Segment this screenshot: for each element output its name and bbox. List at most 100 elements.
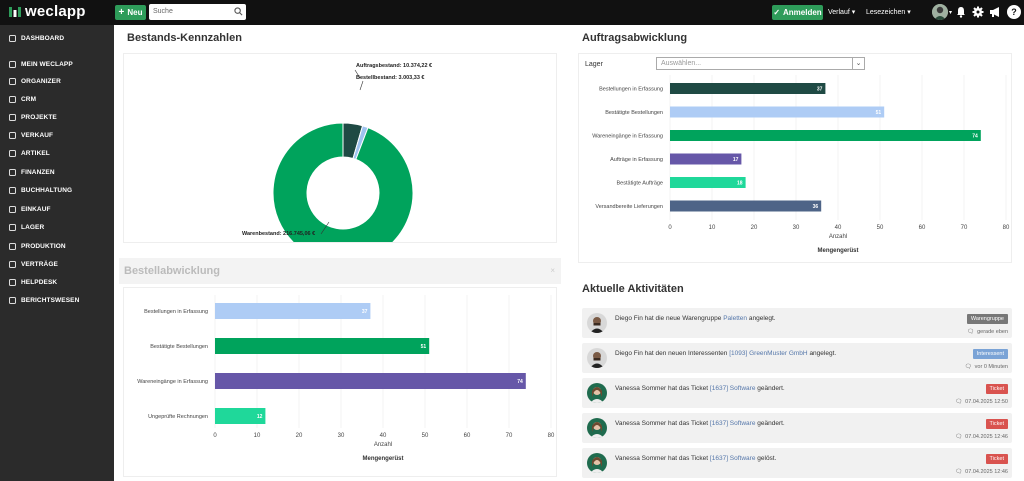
bookmarks-label: Lesezeichen xyxy=(866,9,906,16)
y-category-label: Bestellungen in Erfassung xyxy=(144,309,208,315)
sidebar-item-label: LAGER xyxy=(21,223,45,231)
bestell-panel: 0 10 20 30 40 50 60 70 80 Bestellungen in Erfassu… xyxy=(123,287,557,477)
sidebar-item-verkauf[interactable]: VERKAUF xyxy=(0,127,114,143)
activity-text: Vanessa Sommer hat das Ticket [1637] Sof… xyxy=(615,385,785,392)
sidebar-item-label: HELPDESK xyxy=(21,278,58,286)
sidebar-item-verträge[interactable]: VERTRÄGE xyxy=(0,256,114,272)
sidebar-item-label: PROJEKTE xyxy=(21,113,57,121)
x-tick-label: 60 xyxy=(919,225,926,231)
activity-avatar[interactable] xyxy=(587,383,607,403)
sidebar-item-label: VERTRÄGE xyxy=(21,260,58,268)
megaphone-icon[interactable] xyxy=(989,6,1001,18)
comment-icon[interactable]: 🗨 xyxy=(955,434,963,440)
activity-avatar[interactable] xyxy=(587,418,607,438)
bar-value-label: 18 xyxy=(737,181,743,187)
signin-button[interactable]: ✓ Anmelden xyxy=(772,5,823,20)
chevron-down-icon: ▾ xyxy=(851,9,856,16)
activity-user: Diego Fin xyxy=(615,350,643,357)
sidebar-item-crm[interactable]: CRM xyxy=(0,91,114,107)
sidebar-item-mein-weclapp[interactable]: MEIN WECLAPP xyxy=(0,56,114,72)
sidebar-item-dashboard[interactable]: DASHBOARD xyxy=(0,30,114,46)
history-label: Verlauf xyxy=(828,9,850,16)
bar-value-label: 51 xyxy=(876,110,882,116)
bookmarks-menu[interactable]: Lesezeichen ▾ xyxy=(866,8,911,16)
new-button[interactable]: + Neu xyxy=(115,5,146,20)
bar xyxy=(215,338,430,354)
dashboard-icon xyxy=(9,34,16,42)
activity-item: Diego Fin hat den neuen Interessenten [1… xyxy=(582,343,1012,373)
chevron-down-icon[interactable]: ▾ xyxy=(949,10,953,16)
sidebar-item-lager[interactable]: LAGER xyxy=(0,219,114,235)
sidebar-item-berichtswesen[interactable]: BERICHTSWESEN xyxy=(0,292,114,308)
chevron-down-icon[interactable]: ⌄ xyxy=(852,57,864,70)
activity-avatar[interactable] xyxy=(587,348,607,368)
bestell-title: Bestellabwicklung xyxy=(124,265,220,277)
activity-text: Diego Fin hat den neuen Interessenten [1… xyxy=(615,350,836,357)
crm-icon xyxy=(9,95,16,103)
bar xyxy=(670,153,742,165)
sidebar-item-helpdesk[interactable]: HELPDESK xyxy=(0,274,114,290)
bar-value-label: 36 xyxy=(813,204,819,210)
comment-icon[interactable]: 🗨 xyxy=(967,329,975,335)
help-icon[interactable]: ? xyxy=(1007,5,1021,19)
comment-icon[interactable]: 🗨 xyxy=(964,364,972,370)
weclapp-logo[interactable]: weclapp xyxy=(8,3,86,20)
activity-text: Diego Fin hat die neue Warengruppe Palet… xyxy=(615,315,776,322)
activity-link[interactable]: [1637] Software xyxy=(709,455,756,462)
x-tick-label: 10 xyxy=(254,433,261,439)
activity-link[interactable]: [1637] Software xyxy=(709,420,756,427)
search-input[interactable]: Suche xyxy=(149,4,246,20)
activity-item: Vanessa Sommer hat das Ticket [1637] Sof… xyxy=(582,378,1012,408)
activity-link[interactable]: [1093] GreenMuster GmbH xyxy=(729,350,808,357)
donut-label: Warenbestand: 216.745,06 € xyxy=(242,231,315,237)
activity-avatar[interactable] xyxy=(587,453,607,473)
x-tick-label: 20 xyxy=(751,225,758,231)
sidebar-item-projekte[interactable]: PROJEKTE xyxy=(0,109,114,125)
activity-user: Diego Fin xyxy=(615,315,643,322)
plus-icon: + xyxy=(118,7,125,18)
gear-icon[interactable] xyxy=(972,6,984,18)
activity-link[interactable]: [1637] Software xyxy=(709,385,756,392)
sidebar-item-einkauf[interactable]: EINKAUF xyxy=(0,201,114,217)
activity-badge: Interessent xyxy=(972,349,1008,359)
bar-value-label: 74 xyxy=(972,134,978,140)
close-icon[interactable]: × xyxy=(550,266,555,275)
activity-timestamp: vor 0 Minuten xyxy=(974,364,1008,370)
activity-text: Vanessa Sommer hat das Ticket [1637] Sof… xyxy=(615,420,785,427)
comment-icon[interactable]: 🗨 xyxy=(955,469,963,475)
helpdesk-icon xyxy=(9,278,16,286)
user-avatar[interactable] xyxy=(932,4,948,20)
activity-link[interactable]: Paletten xyxy=(723,315,748,322)
sidebar-item-label: CRM xyxy=(21,95,37,103)
sidebar-item-finanzen[interactable]: FINANZEN xyxy=(0,164,114,180)
sidebar-item-artikel[interactable]: ARTIKEL xyxy=(0,145,114,161)
sidebar-item-organizer[interactable]: ORGANIZER xyxy=(0,73,114,89)
activity-action: hat die neue Warengruppe xyxy=(644,315,722,322)
activity-time: 🗨 gerade eben xyxy=(967,329,1008,335)
x-tick-label: 80 xyxy=(1003,225,1010,231)
comment-icon[interactable]: 🗨 xyxy=(955,399,963,405)
sidebar-item-label: BUCHHALTUNG xyxy=(21,186,73,194)
sidebar-item-buchhaltung[interactable]: BUCHHALTUNG xyxy=(0,182,114,198)
activity-time: 🗨 07.04.2025 12:46 xyxy=(955,434,1008,440)
bar xyxy=(670,200,822,212)
x-tick-label: 30 xyxy=(793,225,800,231)
y-category-label: Bestätigte Bestellungen xyxy=(150,344,208,350)
history-menu[interactable]: Verlauf ▾ xyxy=(828,8,855,16)
user-avatar-icon xyxy=(932,4,948,20)
sidebar-item-produktion[interactable]: PRODUKTION xyxy=(0,238,114,254)
activity-text: Vanessa Sommer hat das Ticket [1637] Sof… xyxy=(615,455,776,462)
warehouse-icon xyxy=(9,223,16,231)
activity-action: hat das Ticket xyxy=(668,420,709,427)
x-axis-label: Anzahl xyxy=(374,442,392,448)
activity-user: Vanessa Sommer xyxy=(615,455,667,462)
lager-select[interactable]: Auswählen... ⌄ xyxy=(656,57,865,70)
reports-icon xyxy=(9,296,16,304)
activity-badge: Ticket xyxy=(985,454,1008,464)
sidebar-item-label: EINKAUF xyxy=(21,205,51,213)
bell-icon[interactable] xyxy=(955,6,967,18)
donut-slice xyxy=(272,122,414,264)
activity-avatar[interactable] xyxy=(587,313,607,333)
chart-footer: Mengengerüst xyxy=(362,456,403,462)
donut-leader-line xyxy=(354,69,361,79)
